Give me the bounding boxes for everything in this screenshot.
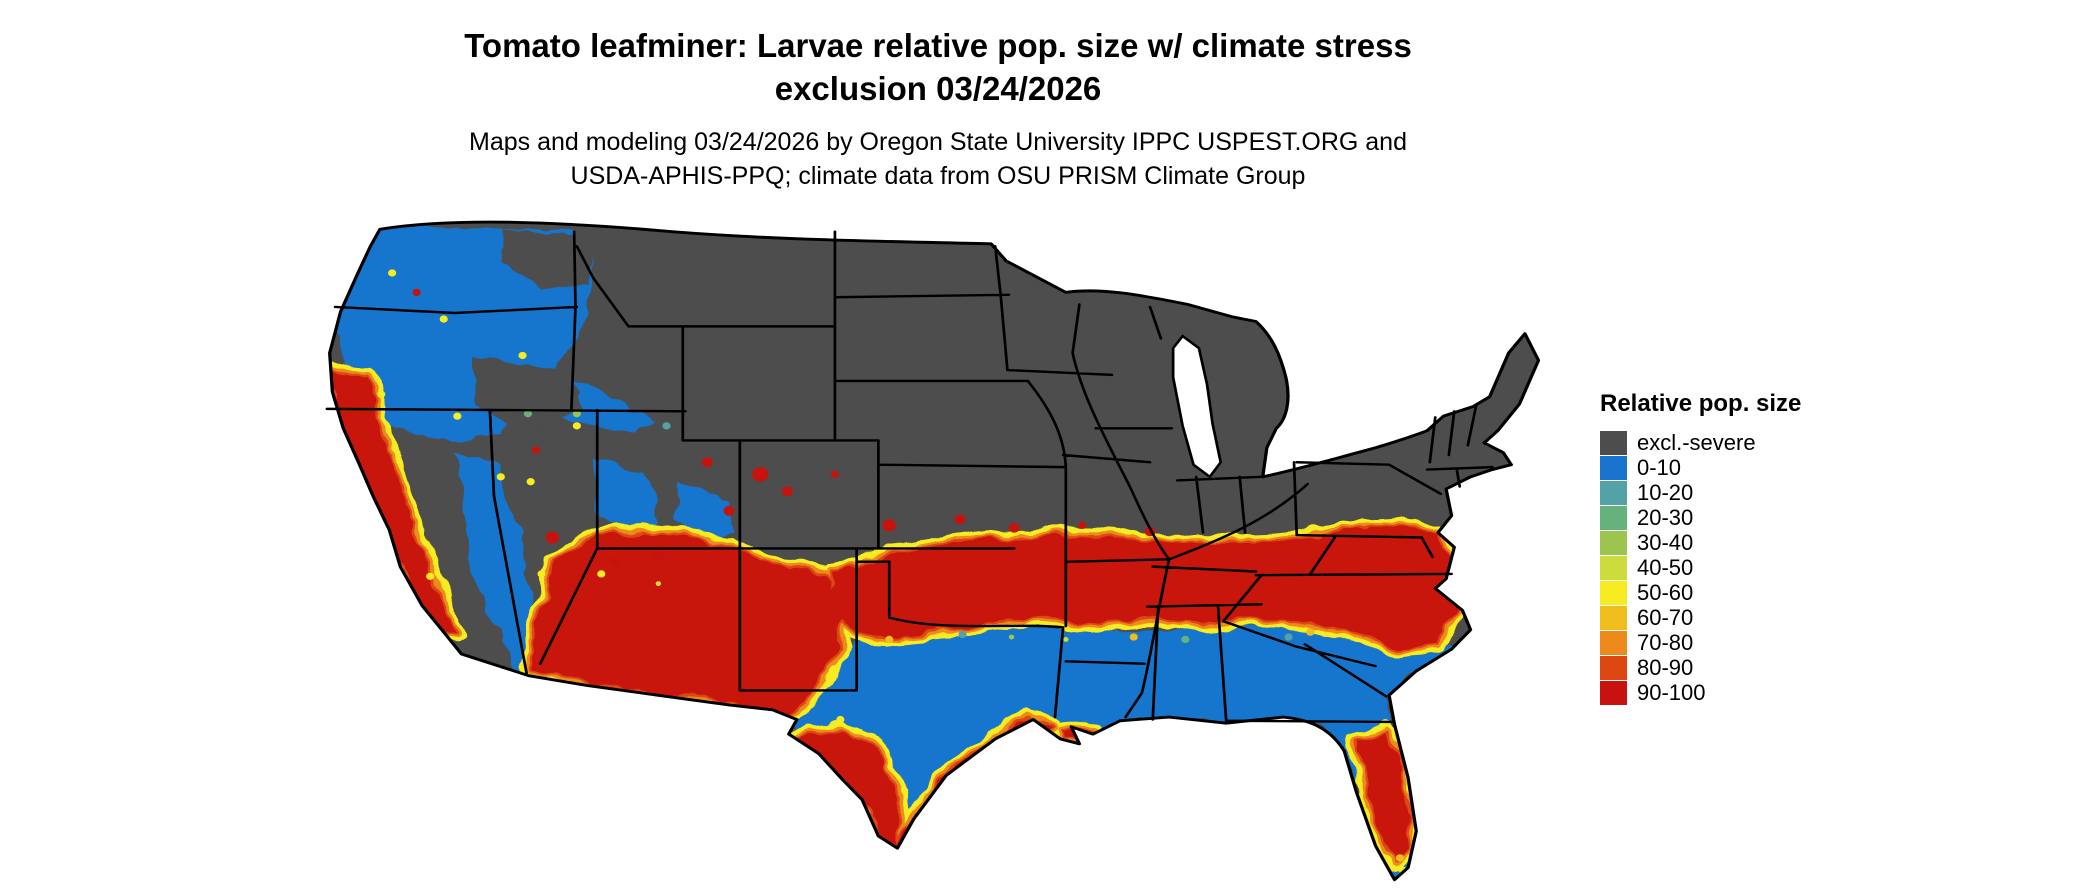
legend-swatch	[1600, 530, 1627, 555]
legend-swatch	[1600, 505, 1627, 530]
map-specks-30-40	[572, 410, 1015, 640]
legend-item-20-30: 20-30	[1600, 505, 1801, 530]
legend-label: 30-40	[1637, 529, 1694, 555]
legend-label: 90-100	[1637, 679, 1706, 705]
page-title-line-2: exclusion 03/24/2026	[774, 70, 1102, 107]
legend-swatch	[1600, 655, 1627, 680]
legend-label: 80-90	[1637, 654, 1694, 680]
legend-label: 20-30	[1637, 504, 1694, 530]
legend-label: 10-20	[1637, 479, 1694, 505]
legend-item-30-40: 30-40	[1600, 530, 1801, 555]
legend-label: excl.-severe	[1637, 429, 1756, 455]
legend-item-80-90: 80-90	[1600, 655, 1801, 680]
legend-title: Relative pop. size	[1600, 390, 1802, 417]
legend-swatch	[1600, 555, 1627, 580]
map-specks-50-60	[377, 269, 1407, 874]
legend-item-70-80: 70-80	[1600, 630, 1801, 655]
legend-item-0-10: 0-10	[1600, 455, 1801, 480]
map-specks-10-20	[662, 422, 1293, 641]
legend: Relative pop. size excl.-severe 0-10 10-…	[1600, 390, 1801, 705]
us-outline	[328, 220, 1541, 882]
legend-item-50-60: 50-60	[1600, 580, 1801, 605]
legend-item-40-50: 40-50	[1600, 555, 1801, 580]
legend-swatch	[1600, 430, 1627, 455]
page-subtitle: Maps and modeling 03/24/2026 by Oregon S…	[0, 125, 1876, 193]
legend-item-90-100: 90-100	[1600, 680, 1801, 705]
legend-label: 40-50	[1637, 554, 1694, 580]
map-specks-40-50	[655, 581, 1069, 642]
legend-label: 0-10	[1637, 454, 1682, 480]
legend-item-excl-severe: excl.-severe	[1600, 430, 1801, 455]
map-specks-60-70	[885, 628, 1405, 862]
legend-swatch	[1600, 680, 1627, 705]
legend-label: 70-80	[1637, 629, 1694, 655]
us-map-svg	[325, 220, 1541, 882]
legend-swatch	[1600, 580, 1627, 605]
legend-swatch	[1600, 455, 1627, 480]
map-header: Tomato leafminer: Larvae relative pop. s…	[0, 24, 1876, 193]
us-distribution-map	[312, 205, 1548, 887]
page-subtitle-line-2: USDA-APHIS-PPQ; climate data from OSU PR…	[570, 162, 1306, 190]
map-specks-90-100	[358, 236, 1156, 567]
page-subtitle-line-1: Maps and modeling 03/24/2026 by Oregon S…	[469, 128, 1407, 156]
legend-swatch	[1600, 480, 1627, 505]
legend-swatch	[1600, 630, 1627, 655]
page-title-line-1: Tomato leafminer: Larvae relative pop. s…	[464, 27, 1412, 64]
legend-swatch	[1600, 605, 1627, 630]
legend-item-10-20: 10-20	[1600, 480, 1801, 505]
legend-item-60-70: 60-70	[1600, 605, 1801, 630]
legend-label: 50-60	[1637, 579, 1694, 605]
lake-michigan	[1171, 334, 1223, 479]
legend-label: 60-70	[1637, 604, 1694, 630]
state-borders	[325, 230, 1494, 724]
